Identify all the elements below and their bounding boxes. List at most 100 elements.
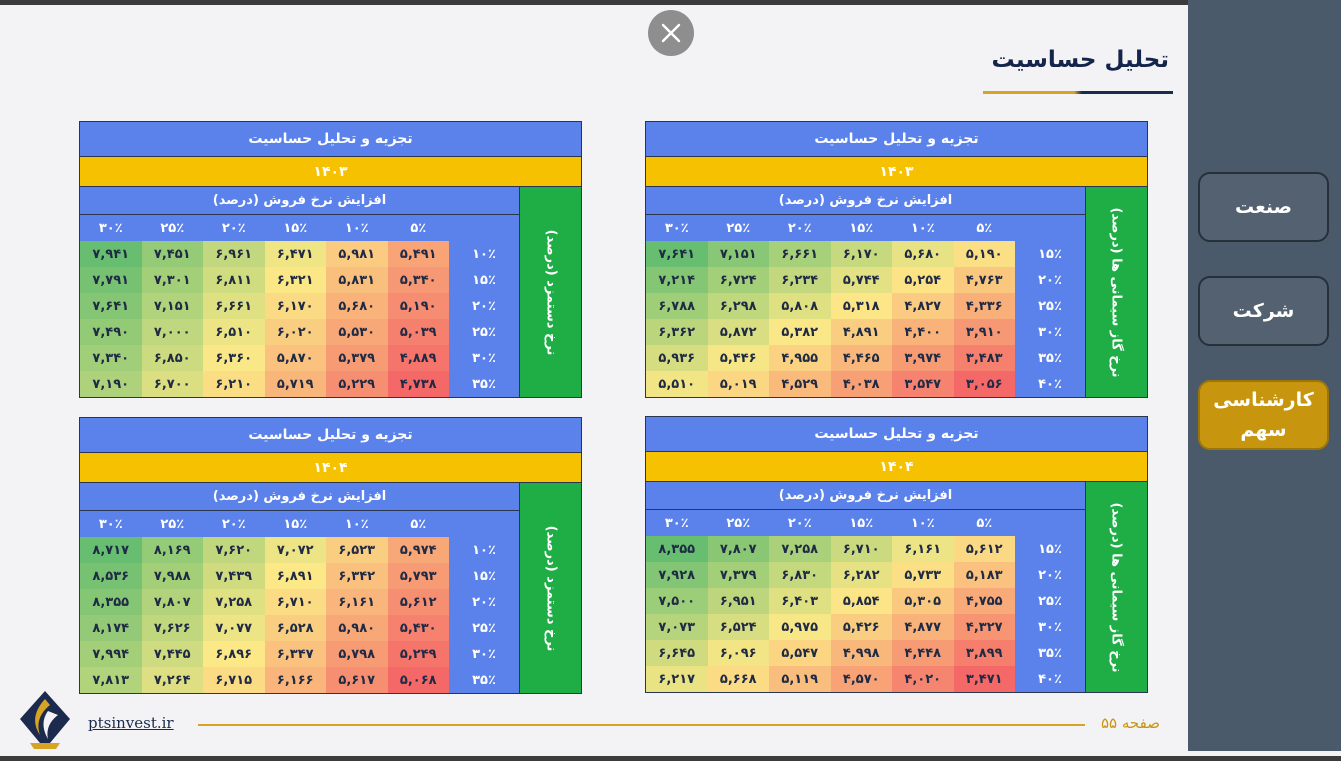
sidebar-item-company[interactable]: شرکت bbox=[1198, 276, 1329, 346]
sidebar-item-industry[interactable]: صنعت bbox=[1198, 172, 1329, 242]
table-cell: ۵,۱۸۳ bbox=[953, 562, 1015, 588]
slide: تحلیل حساسیت تجزیه و تحلیل حساسیت ۱۴۰۳ نرخ… bbox=[0, 5, 1341, 756]
sidebar-item-label: صنعت bbox=[1235, 196, 1292, 218]
table-cell: ۶,۲۱۷ bbox=[646, 666, 708, 692]
column-axis-label: افزایش نرخ فروش (درصد) bbox=[80, 187, 519, 215]
table-cell: ۶,۰۹۶ bbox=[707, 640, 769, 666]
row-axis-text: نرخ گاز سیمانی ها (درصد) bbox=[1109, 501, 1124, 673]
table-cell: ۶,۴۷۱ bbox=[264, 241, 326, 267]
table-cell: ۷,۷۹۱ bbox=[80, 267, 142, 293]
sensitivity-table-rate-1404: تجزیه و تحلیل حساسیت ۱۴۰۴ نرخ دستمزد (درصد… bbox=[79, 417, 582, 694]
table-cell: ۷,۰۷۷ bbox=[203, 615, 265, 641]
table-cell: ۷,۶۲۰ bbox=[203, 537, 265, 563]
column-header: ۲۵٪ bbox=[707, 510, 769, 536]
row-header: ۲۰٪ bbox=[449, 589, 519, 615]
table-cell: ۷,۰۰۰ bbox=[141, 319, 203, 345]
close-icon bbox=[661, 23, 681, 43]
row-header: ۱۵٪ bbox=[1015, 241, 1085, 267]
row-header: ۳۵٪ bbox=[1015, 345, 1085, 371]
sensitivity-table-rate-1403: تجزیه و تحلیل حساسیت ۱۴۰۳ نرخ دستمزد (درصد… bbox=[79, 121, 582, 398]
table-corner bbox=[449, 215, 519, 241]
table-cell: ۳,۸۹۹ bbox=[953, 640, 1015, 666]
row-axis-text: نرخ دستمزد (درصد) bbox=[543, 525, 559, 651]
table-cell: ۷,۹۸۸ bbox=[141, 563, 203, 589]
table-cell: ۴,۸۹۱ bbox=[830, 319, 892, 345]
sidebar-item-label: شرکت bbox=[1232, 300, 1295, 322]
table-header: تجزیه و تحلیل حساسیت bbox=[646, 417, 1147, 452]
table-cell: ۶,۷۱۵ bbox=[203, 667, 265, 693]
table-cell: ۶,۲۸۲ bbox=[830, 562, 892, 588]
table-cell: ۵,۴۴۶ bbox=[707, 345, 769, 371]
table-header: تجزیه و تحلیل حساسیت bbox=[80, 122, 581, 157]
table-cell: ۵,۳۴۰ bbox=[387, 267, 449, 293]
row-axis-label: نرخ دستمزد (درصد) bbox=[519, 187, 581, 397]
table-cell: ۷,۱۵۱ bbox=[707, 241, 769, 267]
title-underline bbox=[983, 91, 1173, 94]
table-cell: ۷,۲۶۴ bbox=[141, 667, 203, 693]
table-cell: ۴,۷۶۳ bbox=[953, 267, 1015, 293]
table-cell: ۵,۱۹۰ bbox=[387, 293, 449, 319]
column-header: ۵٪ bbox=[953, 215, 1015, 241]
table-cell: ۶,۰۲۰ bbox=[264, 319, 326, 345]
table-cell: ۶,۳۴۲ bbox=[326, 563, 388, 589]
table-cell: ۳,۴۷۱ bbox=[953, 666, 1015, 692]
table-cell: ۶,۳۶۰ bbox=[203, 345, 265, 371]
table-cell: ۵,۷۱۹ bbox=[264, 371, 326, 397]
table-cell: ۳,۵۴۷ bbox=[892, 371, 954, 397]
column-header: ۱۵٪ bbox=[264, 215, 326, 241]
column-header: ۲۰٪ bbox=[769, 510, 831, 536]
column-header: ۲۰٪ bbox=[769, 215, 831, 241]
table-cell: ۶,۵۲۴ bbox=[707, 614, 769, 640]
table-cell: ۷,۸۱۳ bbox=[80, 667, 142, 693]
table-cell: ۶,۱۶۱ bbox=[326, 589, 388, 615]
row-header: ۲۰٪ bbox=[1015, 562, 1085, 588]
table-cell: ۵,۱۹۰ bbox=[953, 241, 1015, 267]
table-cell: ۶,۷۸۸ bbox=[646, 293, 708, 319]
column-header: ۲۵٪ bbox=[141, 215, 203, 241]
table-cell: ۵,۲۲۹ bbox=[326, 371, 388, 397]
table-cell: ۴,۸۸۹ bbox=[387, 345, 449, 371]
table-cell: ۴,۰۲۰ bbox=[892, 666, 954, 692]
table-cell: ۶,۷۱۰ bbox=[830, 536, 892, 562]
table-year: ۱۴۰۳ bbox=[80, 157, 581, 187]
column-header: ۱۰٪ bbox=[892, 215, 954, 241]
table-cell: ۵,۷۹۸ bbox=[326, 641, 388, 667]
table-cell: ۵,۴۹۱ bbox=[387, 241, 449, 267]
table-cell: ۵,۳۷۹ bbox=[326, 345, 388, 371]
footer-url[interactable]: ptsinvest.ir bbox=[88, 714, 174, 732]
row-header: ۳۰٪ bbox=[449, 641, 519, 667]
table-cell: ۵,۹۸۰ bbox=[326, 615, 388, 641]
table-cell: ۵,۷۹۳ bbox=[387, 563, 449, 589]
table-cell: ۷,۲۵۸ bbox=[769, 536, 831, 562]
table-cell: ۷,۸۰۷ bbox=[141, 589, 203, 615]
column-header: ۳۰٪ bbox=[646, 215, 708, 241]
table-cell: ۵,۵۳۰ bbox=[326, 319, 388, 345]
table-cell: ۵,۰۱۹ bbox=[707, 371, 769, 397]
row-header: ۱۰٪ bbox=[449, 241, 519, 267]
column-header: ۳۰٪ bbox=[80, 511, 142, 537]
table-cell: ۸,۳۵۵ bbox=[646, 536, 708, 562]
table-cell: ۷,۳۰۱ bbox=[141, 267, 203, 293]
column-header: ۱۰٪ bbox=[326, 511, 388, 537]
table-cell: ۷,۴۵۱ bbox=[141, 241, 203, 267]
table-cell: ۴,۹۹۸ bbox=[830, 640, 892, 666]
sidebar-item-valuation[interactable]: کارشناسی سهم bbox=[1198, 380, 1329, 450]
table-header: تجزیه و تحلیل حساسیت bbox=[646, 122, 1147, 157]
table-cell: ۵,۹۸۱ bbox=[326, 241, 388, 267]
table-cell: ۴,۴۰۰ bbox=[892, 319, 954, 345]
sidebar: صنعت شرکت کارشناسی سهم bbox=[1188, 0, 1341, 751]
table-cell: ۵,۱۱۹ bbox=[769, 666, 831, 692]
row-header: ۳۰٪ bbox=[449, 345, 519, 371]
table-year: ۱۴۰۴ bbox=[80, 453, 581, 483]
table-header: تجزیه و تحلیل حساسیت bbox=[80, 418, 581, 453]
table-cell: ۵,۵۱۰ bbox=[646, 371, 708, 397]
close-button[interactable] bbox=[648, 10, 694, 56]
table-cell: ۷,۲۵۸ bbox=[203, 589, 265, 615]
table-cell: ۵,۳۱۸ bbox=[830, 293, 892, 319]
row-header: ۴۰٪ bbox=[1015, 666, 1085, 692]
sidebar-item-label: کارشناسی سهم bbox=[1213, 389, 1314, 441]
table-cell: ۶,۲۹۸ bbox=[707, 293, 769, 319]
table-cell: ۴,۵۲۹ bbox=[769, 371, 831, 397]
column-axis-label: افزایش نرخ فروش (درصد) bbox=[646, 187, 1085, 215]
table-cell: ۴,۴۴۸ bbox=[892, 640, 954, 666]
